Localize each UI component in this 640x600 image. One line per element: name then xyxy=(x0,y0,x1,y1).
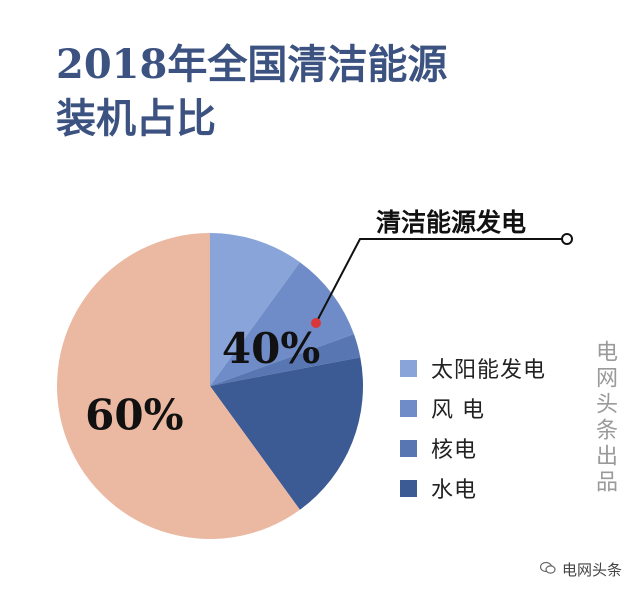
callout-label: 清洁能源发电 xyxy=(376,208,527,237)
pie-slice-hydro xyxy=(210,357,363,510)
legend-label-wind: 风 电 xyxy=(431,398,485,423)
legend-item-solar: 太阳能发电 xyxy=(400,348,546,388)
legend-label-nuclear: 核电 xyxy=(431,438,478,463)
legend-swatch-nuclear xyxy=(400,439,417,457)
pie-group-label-1: 40% xyxy=(222,324,320,373)
legend-label-hydro: 水电 xyxy=(431,478,478,503)
legend-item-nuclear: 核电 xyxy=(400,428,546,468)
pie-slice-nuclear xyxy=(210,334,361,386)
legend-swatch-wind xyxy=(400,399,417,417)
watermark: 电网头条 xyxy=(539,559,622,580)
legend: 太阳能发电 风 电 核电 水电 xyxy=(400,348,546,508)
pie-group-label-2: 60% xyxy=(85,391,183,440)
chart-title: 2018年全国清洁能源 装机占比 xyxy=(56,38,447,146)
chart-title-line2: 装机占比 xyxy=(56,95,216,142)
pie-slice-other xyxy=(57,233,300,539)
watermark-text: 电网头条 xyxy=(561,561,622,579)
callout-leader xyxy=(311,233,573,328)
pie-group-labels: 40% 60% xyxy=(85,324,320,439)
legend-item-wind: 风 电 xyxy=(400,388,546,428)
legend-item-hydro: 水电 xyxy=(400,468,546,508)
callout-end-circle xyxy=(561,233,573,245)
legend-swatch-hydro xyxy=(400,479,417,497)
credit-text: 电网头条出品 xyxy=(592,340,617,496)
chart-title-line1: 2018年全国清洁能源 xyxy=(56,41,448,88)
pie-slice-solar xyxy=(210,233,300,386)
legend-swatch-solar xyxy=(400,359,417,377)
callout-line xyxy=(315,238,563,324)
pie-slice-wind xyxy=(210,262,354,386)
pie-slices xyxy=(57,233,363,539)
callout-dot xyxy=(311,318,321,328)
wechat-icon xyxy=(539,561,556,579)
legend-label-solar: 太阳能发电 xyxy=(431,358,547,383)
